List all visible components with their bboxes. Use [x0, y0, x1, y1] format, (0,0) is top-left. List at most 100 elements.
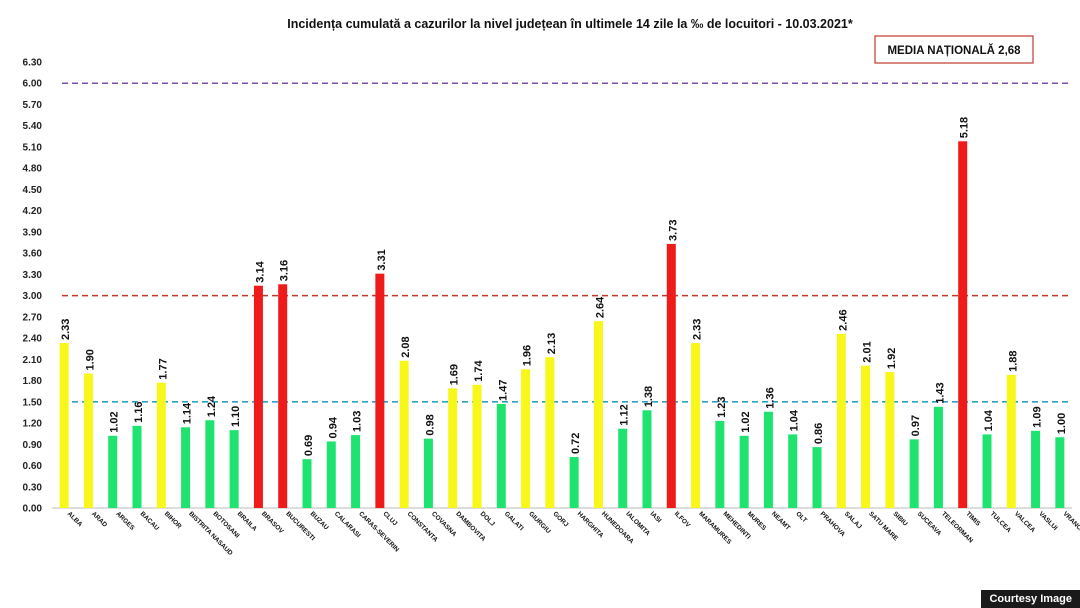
- bar-alba: [59, 343, 69, 508]
- x-tick-label: GIURGIU: [527, 510, 552, 535]
- bar-botosani: [205, 420, 215, 508]
- chart-title: Incidența cumulată a cazurilor la nivel …: [287, 17, 853, 31]
- x-tick-label: BISTRITA NASAUD: [187, 510, 234, 557]
- x-tick-label: SUCEAVA: [916, 510, 943, 537]
- value-label: 1.14: [182, 402, 194, 424]
- value-label: 0.72: [570, 433, 582, 454]
- value-label: 1.02: [740, 411, 752, 432]
- value-label: 0.69: [303, 435, 315, 456]
- x-tick-label: GORJ: [551, 510, 569, 528]
- x-tick-label: CLUJ: [381, 510, 398, 527]
- y-tick-label: 3.90: [23, 227, 43, 238]
- bar-prahova: [812, 447, 822, 508]
- bar-dolj: [472, 384, 482, 508]
- bar-olt: [788, 434, 798, 508]
- x-tick-label: BACAU: [139, 510, 161, 532]
- x-tick-label: MURES: [746, 510, 768, 532]
- x-tick-label: TIMIS: [964, 510, 982, 528]
- bar-gorj: [545, 357, 555, 508]
- value-label: 1.38: [643, 386, 655, 407]
- bar-giurgiu: [521, 369, 531, 508]
- value-label: 1.69: [449, 364, 461, 385]
- bar-calarasi: [326, 441, 336, 508]
- national-average-label: MEDIA NAȚIONALĂ 2,68: [887, 44, 1021, 57]
- bar-arges: [108, 435, 118, 508]
- y-tick-label: 2.10: [23, 355, 43, 366]
- bar-arad: [83, 373, 93, 508]
- x-tick-label: ALBA: [66, 510, 84, 528]
- bar-mehedinti: [715, 420, 725, 508]
- bar-vaslui: [1031, 430, 1041, 508]
- y-tick-label: 4.20: [23, 206, 43, 217]
- y-tick-label: 1.80: [23, 376, 43, 387]
- y-tick-label: 2.40: [23, 334, 43, 345]
- bar-bihor: [156, 382, 166, 508]
- value-label: 0.98: [424, 414, 436, 435]
- value-label: 1.96: [522, 345, 534, 366]
- bar-galati: [496, 403, 506, 508]
- value-label: 0.97: [910, 415, 922, 436]
- x-tick-label: VALCEA: [1013, 510, 1037, 534]
- bar-tulcea: [982, 434, 992, 508]
- bar-ialomita: [618, 428, 628, 508]
- value-label: 1.00: [1056, 413, 1068, 434]
- y-tick-label: 4.80: [23, 164, 43, 175]
- value-label: 1.77: [157, 358, 169, 379]
- bar-iasi: [642, 410, 652, 508]
- y-tick-label: 0.00: [23, 504, 43, 515]
- y-tick-label: 6.00: [23, 79, 43, 90]
- bar-vrancea: [1055, 437, 1065, 508]
- bar-teleorman: [933, 406, 943, 508]
- x-tick-label: IASI: [649, 510, 663, 524]
- x-tick-label: BIHOR: [163, 510, 183, 530]
- x-tick-label: DOLJ: [479, 510, 496, 527]
- bar-caras-severin: [351, 435, 361, 508]
- x-tick-label: VASLUI: [1037, 510, 1059, 532]
- y-tick-label: 3.30: [23, 270, 43, 281]
- bar-suceava: [909, 439, 919, 508]
- value-labels: 2.33 1.90 1.02 1.16 1.77 1.14 1.24 1.10 3.14 3.16…: [60, 117, 1068, 456]
- value-label: 1.88: [1007, 350, 1019, 371]
- y-axis: 0.00 0.30 0.60 0.90 1.20 1.50 1.80 2.10 2.40 2.70…: [23, 58, 1072, 515]
- x-tick-label: TULCEA: [989, 510, 1013, 534]
- value-label: 1.90: [84, 349, 96, 370]
- x-tick-label: ILFOV: [673, 510, 692, 529]
- value-label: 1.04: [789, 409, 801, 431]
- x-axis: ALBA ARAD ARGES BACAU BIHOR BISTRITA NASAUDBO…: [66, 510, 1080, 557]
- bar-satu-mare: [861, 365, 871, 508]
- bar-valcea: [1006, 374, 1016, 508]
- bar-neamt: [763, 411, 773, 508]
- value-label: 1.92: [886, 348, 898, 369]
- bar-covasna: [423, 438, 433, 508]
- bar-brasov: [253, 285, 263, 508]
- value-label: 2.33: [692, 319, 704, 340]
- threshold-lines: [62, 82, 1072, 403]
- value-label: 3.14: [254, 260, 266, 282]
- x-tick-label: NEAMT: [770, 510, 791, 531]
- value-label: 1.16: [133, 401, 145, 422]
- x-tick-label: ARAD: [90, 510, 108, 528]
- y-tick-label: 2.70: [23, 312, 43, 323]
- bar-salaj: [836, 333, 846, 508]
- y-tick-label: 3.60: [23, 249, 43, 260]
- value-label: 1.10: [230, 406, 242, 427]
- y-tick-label: 3.00: [23, 291, 43, 302]
- value-label: 1.04: [983, 409, 995, 431]
- value-label: 2.01: [862, 341, 874, 362]
- bars: [59, 141, 1065, 509]
- bar-bistrita-nasaud: [181, 427, 191, 508]
- x-tick-label: GALATI: [503, 510, 525, 532]
- y-tick-label: 6.30: [23, 58, 43, 69]
- x-tick-label: PRAHOVA: [819, 510, 847, 538]
- x-tick-label: OLT: [794, 510, 808, 524]
- x-tick-label: BRASOV: [260, 510, 285, 535]
- value-label: 2.08: [400, 336, 412, 357]
- value-label: 0.86: [813, 423, 825, 444]
- x-tick-label: ARGES: [114, 510, 136, 532]
- y-tick-label: 5.10: [23, 142, 43, 153]
- y-tick-label: 5.40: [23, 121, 43, 132]
- bar-bacau: [132, 425, 142, 508]
- value-label: 3.31: [376, 249, 388, 270]
- value-label: 1.47: [497, 380, 509, 401]
- national-average-box: MEDIA NAȚIONALĂ 2,68: [874, 35, 1034, 64]
